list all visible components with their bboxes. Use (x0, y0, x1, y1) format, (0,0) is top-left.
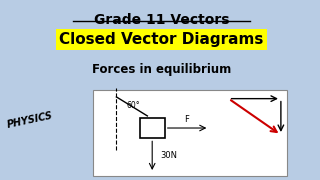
Text: 30N: 30N (160, 151, 177, 160)
Bar (140, 118, 165, 138)
Text: 60°: 60° (126, 101, 140, 110)
Text: Closed Vector Diagrams: Closed Vector Diagrams (59, 32, 264, 47)
Text: Forces in equilibrium: Forces in equilibrium (92, 63, 231, 76)
Bar (93, 90, 287, 176)
Text: F: F (185, 114, 189, 123)
Text: Grade 11 Vectors: Grade 11 Vectors (94, 13, 229, 27)
Text: PHYSICS: PHYSICS (6, 111, 53, 130)
